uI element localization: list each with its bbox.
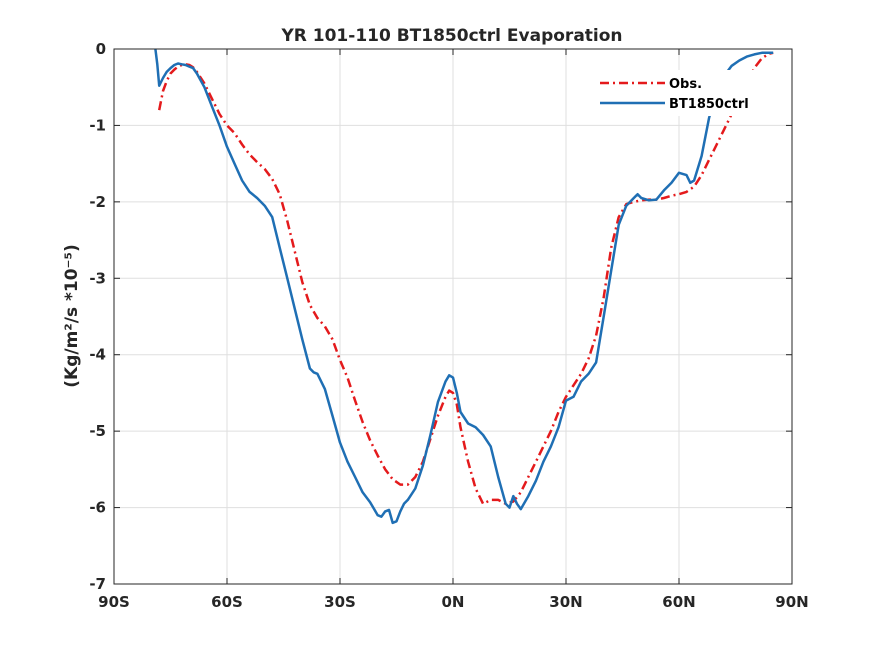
legend-label-bt1850ctrl: BT1850ctrl [669, 97, 749, 112]
legend-box [596, 70, 768, 116]
y-tick-label: -2 [89, 193, 106, 211]
legend: Obs. BT1850ctrl [596, 70, 768, 116]
y-tick-label: -1 [89, 116, 106, 134]
y-tick-label: -6 [89, 499, 106, 517]
series-lines [154, 48, 774, 525]
y-tick-label: -5 [89, 422, 106, 440]
y-tick-label: -7 [89, 575, 106, 593]
chart-title: YR 101-110 BT1850ctrl Evaporation [280, 26, 622, 46]
x-tick-label: 60N [662, 593, 695, 611]
x-tick-label: 30N [549, 593, 582, 611]
x-tick-label: 90N [775, 593, 808, 611]
y-tick-label: -4 [89, 346, 106, 364]
series-line-bt1850ctrl [154, 48, 774, 525]
x-tick-label: 30S [324, 593, 356, 611]
grid-lines [114, 49, 792, 584]
x-tick-label: 90S [98, 593, 130, 611]
axis-ticks: 90S 60S 30S 0N 30N 60N 90N 0 -1 -2 -3 -4 -5 -6 -7 [89, 40, 808, 611]
y-axis-label: (Kg/m²/s *10⁻⁵) [62, 244, 82, 387]
series-line-obs [157, 51, 774, 506]
x-tick-label: 60S [211, 593, 243, 611]
y-tick-label: 0 [96, 40, 106, 58]
legend-label-obs: Obs. [669, 77, 702, 92]
y-tick-label: -3 [89, 269, 106, 287]
x-tick-label: 0N [442, 593, 465, 611]
